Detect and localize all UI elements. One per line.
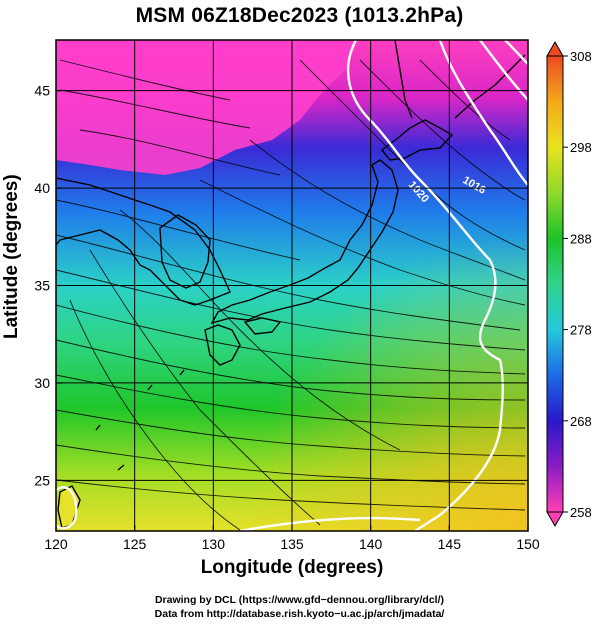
x-tick-label: 150 [516,536,540,552]
korean-peninsula [159,214,211,289]
kuril-islands [454,54,526,119]
cold-continental-airmass [56,40,360,175]
colorbar: 258 268 278 288 298 308 [546,40,592,528]
x-tick-label: 120 [44,536,68,552]
y-tick-label: 25 [34,472,50,488]
y-axis-label: Latitude (degrees) [1,174,22,339]
isobar-1016 [438,40,528,186]
isobars [56,40,528,531]
colorbar-scale [546,55,564,513]
isobar-south [239,516,421,531]
credit-drawing: Drawing by DCL (https://www.gfd−dennou.o… [154,594,445,606]
colorbar-min-arrow [546,511,564,528]
plot-area: 1020 1016 [56,40,528,531]
colorbar-max-arrow [546,40,564,57]
colorbar-tick-label: 298 [570,140,592,155]
y-axis-ticks: 25 30 35 40 45 [34,83,62,488]
x-tick-label: 135 [280,536,304,552]
isobar-1008 [504,40,528,65]
x-tick-label: 130 [202,536,226,552]
grid-lines [56,40,528,531]
y-tick-label: 30 [34,375,50,391]
x-tick-label: 125 [123,536,147,552]
isobar-1020 [346,40,504,531]
shikoku-island [243,317,282,335]
x-tick-label: 140 [359,536,383,552]
hokkaido-island [381,119,454,161]
wind-streamlines [56,59,526,531]
mainland-asia-coast [56,177,231,306]
colorbar-ticks: 258 268 278 288 298 308 [563,49,592,520]
x-axis-ticks: 120 125 130 135 140 145 150 [44,525,540,552]
isobar-1012 [479,40,528,101]
y-tick-label: 40 [34,180,50,196]
coastlines [56,40,526,529]
sakhalin-island [394,40,413,119]
x-tick-label: 145 [438,536,462,552]
colorbar-tick-label: 258 [570,505,592,520]
credit-data: Data from http://database.rish.kyoto−u.a… [154,608,445,620]
ryukyu-islands [95,369,185,471]
colorbar-tick-label: 308 [570,49,592,64]
colorbar-tick-label: 288 [570,231,592,246]
map-title: MSM 06Z18Dec2023 (1013.2hPa) [135,4,464,27]
y-tick-label: 45 [34,83,50,99]
honshu-island [210,159,399,325]
y-tick-label: 35 [34,278,50,294]
colorbar-tick-label: 268 [570,414,592,429]
x-axis-label: Longitude (degrees) [200,557,384,578]
colorbar-tick-label: 278 [570,323,592,338]
isobar-taiwan [56,486,78,530]
kyushu-island [204,324,241,366]
